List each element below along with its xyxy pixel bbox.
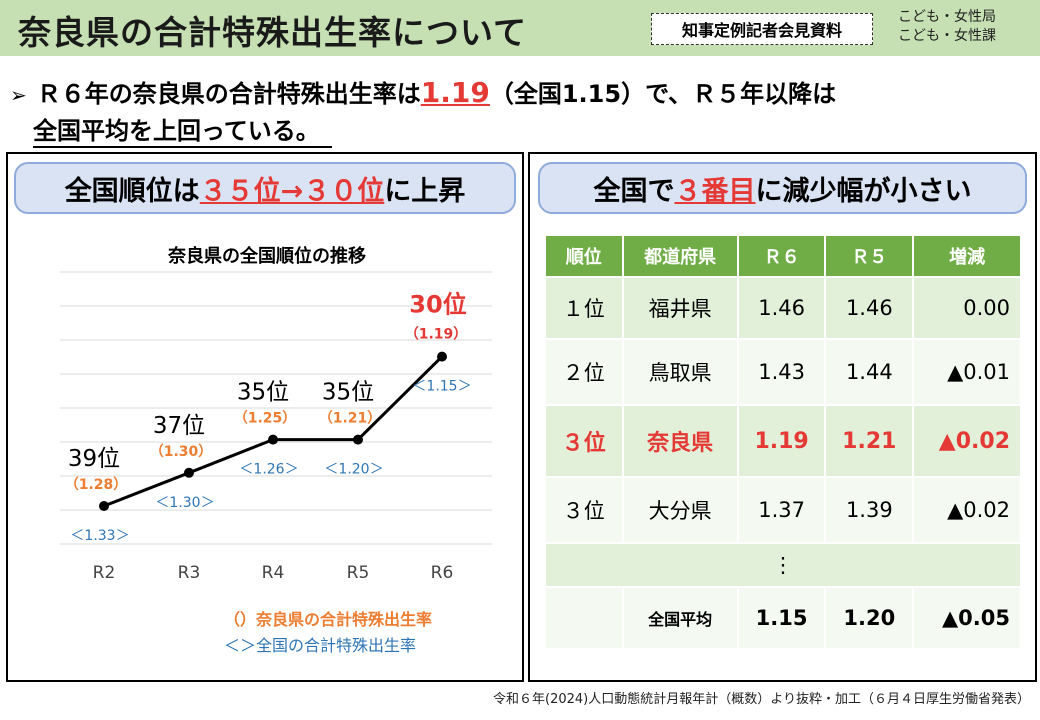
table-row: ３位 大分県 1.37 1.39 ▲0.02 [544,476,1022,544]
cell-prefecture: 奈良県 [621,404,739,478]
table-row: ２位 鳥取県 1.43 1.44 ▲0.01 [544,338,1022,406]
department-line-1: こども・女性局 [898,9,996,25]
summary-bullet: ➢ Ｒ６年の奈良県の合計特殊出生率は1.19（全国1.15）で、Ｒ５年以降は [10,74,836,109]
cell-rank [544,586,624,650]
ranking-heading-after: に上昇 [384,175,466,207]
cell-rank: ３位 [544,404,624,478]
nara-rate-label: （1.25） [234,411,297,427]
cell-r5: 1.20 [824,586,915,650]
cell-change: 0.00 [912,276,1022,340]
cell-average-label: 全国平均 [621,586,739,650]
decline-heading: 全国で ３番目 に減少幅が小さい [538,162,1027,214]
cell-r5: 1.44 [824,338,915,406]
column-header-rank: 順位 [544,234,624,278]
national-rate-label: ＜1.30＞ [155,495,214,511]
national-rate-label: ＜1.33＞ [70,528,129,544]
legend-national-rate: ＜＞全国の合計特殊出生率 [224,636,417,655]
page-title: 奈良県の合計特殊出生率について [18,13,528,52]
nara-rate-label: （1.21） [319,411,382,427]
cell-prefecture: 大分県 [621,476,739,544]
cell-prefecture: 鳥取県 [621,338,739,406]
national-rate-label: ＜1.15＞ [412,379,471,395]
ranking-table: 順位 都道府県 Ｒ６ Ｒ５ 増減 １位 福井県 1.46 1.46 0.00 ２… [544,234,1022,650]
cell-rank: ２位 [544,338,624,406]
cell-r5: 1.46 [824,276,915,340]
national-rate-label: ＜1.26＞ [239,462,298,478]
x-tick-label: R5 [347,563,370,583]
cell-r5: 1.39 [824,476,915,544]
chart-title: 奈良県の全国順位の推移 [168,246,366,267]
x-tick-label: R4 [262,563,285,583]
cell-change: ▲0.05 [912,586,1022,650]
column-header-change: 増減 [912,234,1022,278]
x-tick-label: R2 [93,563,116,583]
cell-r6: 1.15 [736,586,827,650]
ranking-table-panel: 全国で ３番目 に減少幅が小さい 順位 都道府県 Ｒ６ Ｒ５ 増減 １位 福井県 1… [528,152,1037,682]
table-row: １位 福井県 1.46 1.46 0.00 [544,276,1022,340]
summary-line-2: 全国平均を上回っている。 [33,116,332,148]
rank-point [99,501,109,511]
national-rate-label: ＜1.20＞ [324,462,383,478]
legend-nara-rate: （）奈良県の合計特殊出生率 [224,610,433,629]
rank-label: 39位 [68,446,120,472]
rank-label: 35位 [237,380,289,406]
decline-heading-highlight: ３番目 [674,175,756,207]
ellipsis-icon: ⋮ [544,542,1022,588]
nara-rate-label: （1.28） [65,477,128,493]
cell-r5: 1.21 [824,404,915,478]
x-tick-label: R6 [431,563,454,583]
summary-highlight-value: 1.19 [420,76,490,109]
table-header-row: 順位 都道府県 Ｒ６ Ｒ５ 増減 [544,234,1022,278]
column-header-r6: Ｒ６ [736,234,827,278]
nara-rate-label: （1.30） [150,444,213,460]
column-header-r5: Ｒ５ [824,234,915,278]
rank-label: 37位 [153,413,205,439]
rank-label: 35位 [322,380,374,406]
rank-line-chart: 39位 （1.28） ＜1.33＞ 37位 （1.30） ＜1.30＞ 35位 （1.25） ＜… [60,271,492,583]
cell-change: ▲0.02 [912,476,1022,544]
rank-label: 30位 [409,291,466,319]
rank-point [353,434,363,445]
cell-r6: 1.19 [736,404,827,478]
cell-r6: 1.43 [736,338,827,406]
ranking-heading-before: 全国順位は [64,175,200,207]
source-note: 令和６年(2024)人口動態統計月報年計（概数）より抜粋・加工（６月４日厚生労働… [493,692,1030,707]
cell-rank: ３位 [544,476,624,544]
cell-r6: 1.37 [736,476,827,544]
department-line-2: こども・女性課 [898,28,996,44]
cell-change: ▲0.02 [912,404,1022,478]
table-row-average: 全国平均 1.15 1.20 ▲0.05 [544,586,1022,650]
x-tick-label: R3 [178,563,201,583]
rank-point [268,434,278,445]
table-row-highlight: ３位 奈良県 1.19 1.21 ▲0.02 [544,404,1022,478]
summary-text-before: Ｒ６年の奈良県の合計特殊出生率は [36,80,421,108]
cell-prefecture: 福井県 [621,276,739,340]
ranking-trend-panel: 全国順位は ３５位→３０位 に上昇 奈良県の全国順位の推移 39位 （1.28） ＜1.… [6,152,524,682]
table-row-ellipsis: ⋮ [544,542,1022,588]
column-header-prefecture: 都道府県 [621,234,739,278]
cell-rank: １位 [544,276,624,340]
cell-change: ▲0.01 [912,338,1022,406]
ranking-heading-highlight: ３５位→３０位 [199,175,385,207]
decline-heading-before: 全国で [593,175,675,207]
department-label: こども・女性局 こども・女性課 [898,8,996,46]
rank-point [184,467,194,478]
decline-heading-after: に減少幅が小さい [755,175,972,207]
nara-rate-label: （1.19） [405,327,468,343]
ranking-heading: 全国順位は ３５位→３０位 に上昇 [14,162,516,214]
cell-r6: 1.46 [736,276,827,340]
summary-text-after: （全国1.15）で、Ｒ５年以降は [489,80,837,108]
rank-point [437,351,447,362]
bullet-arrow-icon: ➢ [10,83,27,107]
press-badge: 知事定例記者会見資料 [651,13,873,45]
header-bar: 奈良県の合計特殊出生率について 知事定例記者会見資料 こども・女性局 こども・女… [0,0,1040,56]
